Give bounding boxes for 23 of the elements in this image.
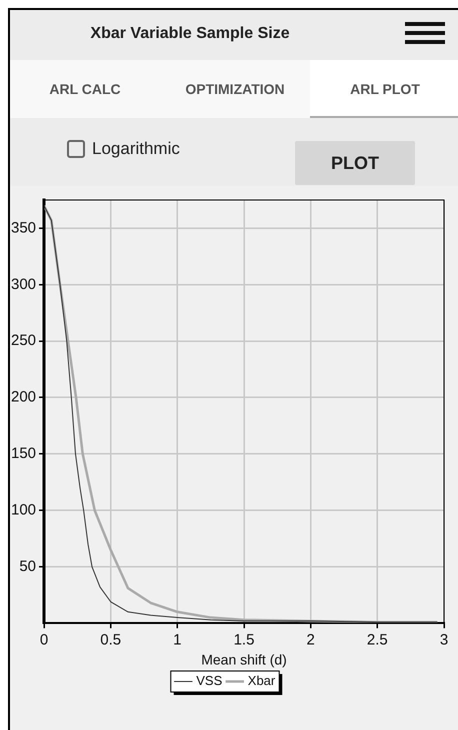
chart-title: Xbar Variable Sample Size bbox=[89, 25, 291, 43]
y-tick-label: 350 bbox=[10, 219, 36, 236]
text: ARL PLOT bbox=[310, 60, 458, 118]
y-tick-label: 250 bbox=[10, 332, 36, 350]
x-tick-label: 0 bbox=[40, 631, 48, 648]
text: ARL CALC bbox=[48, 80, 122, 99]
y-tick-label: 50 bbox=[19, 558, 36, 575]
y-tick-label: 200 bbox=[10, 388, 36, 406]
text: PLOT bbox=[295, 141, 415, 185]
x-tick-label: 2 bbox=[306, 631, 315, 648]
legend-label: VSS bbox=[196, 673, 223, 688]
x-axis-title: Mean shift (d) bbox=[201, 651, 287, 668]
x-tick-label: 1.5 bbox=[234, 631, 254, 648]
y-tick-label: 150 bbox=[10, 445, 36, 462]
x-tick-label: 0.5 bbox=[100, 631, 122, 648]
x-tick-label: 1 bbox=[173, 631, 182, 648]
text: Logarithmic bbox=[92, 139, 180, 159]
text: OPTIMIZATION bbox=[184, 80, 286, 99]
y-tick-label: 300 bbox=[10, 276, 36, 293]
x-tick-label: 3 bbox=[440, 631, 448, 648]
y-tick-label: 100 bbox=[10, 501, 36, 518]
legend-label: Xbar bbox=[248, 673, 276, 688]
x-tick-label: 2.5 bbox=[366, 631, 388, 648]
